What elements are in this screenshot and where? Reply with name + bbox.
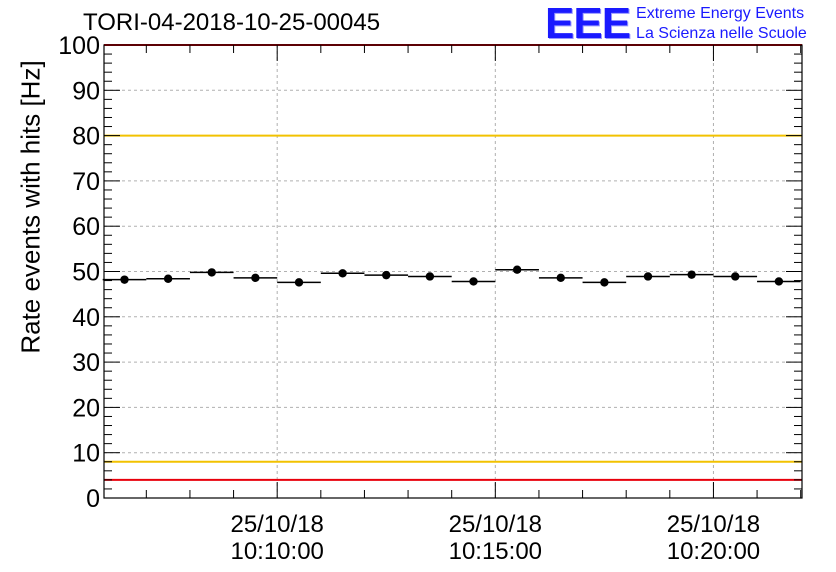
x-tick-label-time: 10:15:00 <box>449 538 542 565</box>
y-tick-label: 80 <box>72 123 100 151</box>
y-tick-label: 40 <box>72 304 100 332</box>
eee-logo-text: Extreme Energy Events La Scienza nelle S… <box>636 4 807 44</box>
threshold-lines <box>104 44 802 481</box>
y-tick-label: 50 <box>72 259 100 287</box>
x-tick-label-date: 25/10/18 <box>449 511 542 538</box>
data-point-marker <box>120 275 129 284</box>
data-point <box>626 272 670 281</box>
data-point-marker <box>774 277 784 286</box>
eee-logo: EEE Extreme Energy Events La Scienza nel… <box>545 2 807 46</box>
data-point-marker <box>207 268 216 277</box>
logo-line-1: Extreme Energy Events <box>636 5 805 22</box>
data-point <box>669 270 714 279</box>
data-point-marker <box>687 270 696 279</box>
x-tick-label-time: 10:10:00 <box>230 538 323 565</box>
y-tick-label: 70 <box>72 168 100 196</box>
data-point-marker <box>338 269 347 278</box>
x-tick-label-date: 25/10/18 <box>230 511 323 538</box>
data-point <box>495 265 539 274</box>
axis-ticks <box>104 44 802 499</box>
eee-logo-mark: EEE <box>545 0 631 48</box>
data-point-marker <box>382 270 391 280</box>
data-point <box>408 272 452 281</box>
y-tick-label: 90 <box>72 77 100 105</box>
x-tick-labels: 25/10/1810:10:0025/10/1810:15:0025/10/18… <box>230 511 760 565</box>
data-points <box>102 265 801 287</box>
data-point-marker <box>643 272 653 281</box>
x-tick-label-date: 25/10/18 <box>667 511 760 538</box>
data-point-marker <box>600 278 609 287</box>
data-point <box>233 273 278 283</box>
data-point <box>451 277 496 286</box>
data-point <box>538 273 583 283</box>
data-point-marker <box>469 277 478 286</box>
data-point <box>713 272 758 281</box>
data-point-marker <box>556 273 565 283</box>
data-point-marker <box>251 273 260 283</box>
data-point <box>320 269 365 278</box>
y-tick-label: 0 <box>86 485 100 513</box>
data-point-marker <box>294 278 304 287</box>
chart-title: TORI-04-2018-10-25-00045 <box>83 9 381 36</box>
x-tick-label-time: 10:20:00 <box>667 538 760 565</box>
logo-line-2: La Scienza nelle Scuole <box>636 25 807 42</box>
data-point-marker <box>163 274 173 283</box>
y-axis-label: Rate events with hits [Hz] <box>15 60 46 354</box>
y-tick-label: 10 <box>72 440 100 468</box>
y-tick-label: 20 <box>72 394 100 422</box>
y-tick-label: 100 <box>58 32 100 60</box>
data-point <box>757 277 801 286</box>
data-point <box>189 268 234 277</box>
y-tick-label: 60 <box>72 213 100 241</box>
y-tick-labels: 0 10 20 30 40 50 60 70 80 90 100 <box>58 32 100 513</box>
data-point-marker <box>512 265 522 274</box>
data-point-marker <box>731 272 740 281</box>
data-point <box>102 275 147 284</box>
data-point <box>582 278 627 287</box>
y-tick-label: 30 <box>72 349 100 377</box>
data-point-marker <box>425 272 435 281</box>
data-point <box>277 278 321 287</box>
data-point <box>364 270 409 280</box>
data-point <box>146 274 190 283</box>
